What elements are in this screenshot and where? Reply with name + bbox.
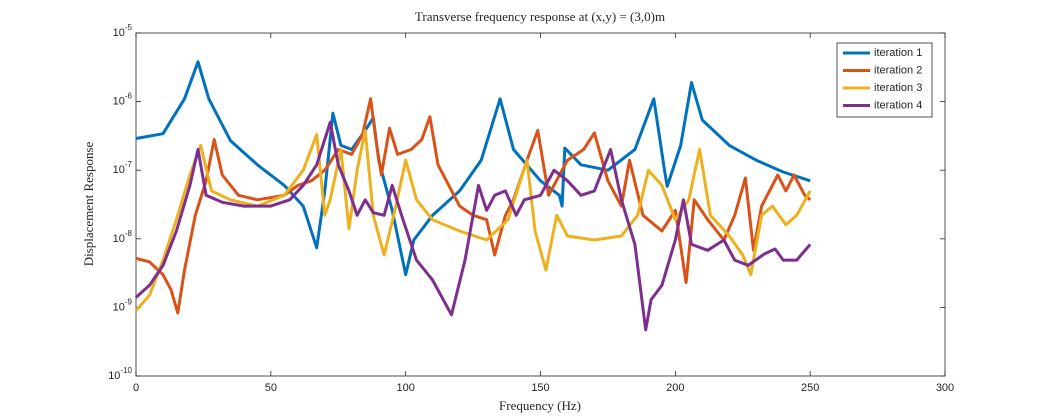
y-tick-label: 10-5 bbox=[113, 23, 133, 39]
y-tick-label: 10-9 bbox=[113, 298, 133, 314]
y-tick-label: 10-10 bbox=[108, 366, 132, 382]
legend-label: iteration 1 bbox=[874, 47, 922, 59]
series-line bbox=[135, 60, 811, 277]
x-tick-label: 150 bbox=[531, 382, 549, 394]
x-tick-label: 200 bbox=[666, 382, 684, 394]
y-tick-label: 10-8 bbox=[113, 229, 133, 245]
x-tick-label: 300 bbox=[936, 382, 954, 394]
legend-label: iteration 4 bbox=[874, 99, 922, 111]
y-axis-label: Displacement Response bbox=[81, 141, 96, 266]
y-tick-label: 10-7 bbox=[113, 160, 133, 176]
legend-label: iteration 3 bbox=[874, 82, 922, 94]
series-line bbox=[134, 120, 812, 332]
x-tick-label: 100 bbox=[396, 382, 414, 394]
x-tick-label: 50 bbox=[265, 382, 277, 394]
legend-label: iteration 2 bbox=[874, 64, 922, 76]
y-tick-label: 10-6 bbox=[113, 92, 133, 108]
x-tick-label: 250 bbox=[801, 382, 819, 394]
series-line bbox=[134, 128, 812, 312]
chart-title: Transverse frequency response at (x,y) =… bbox=[415, 9, 665, 24]
x-tick-label: 0 bbox=[133, 382, 139, 394]
x-axis-label: Frequency (Hz) bbox=[499, 398, 581, 413]
